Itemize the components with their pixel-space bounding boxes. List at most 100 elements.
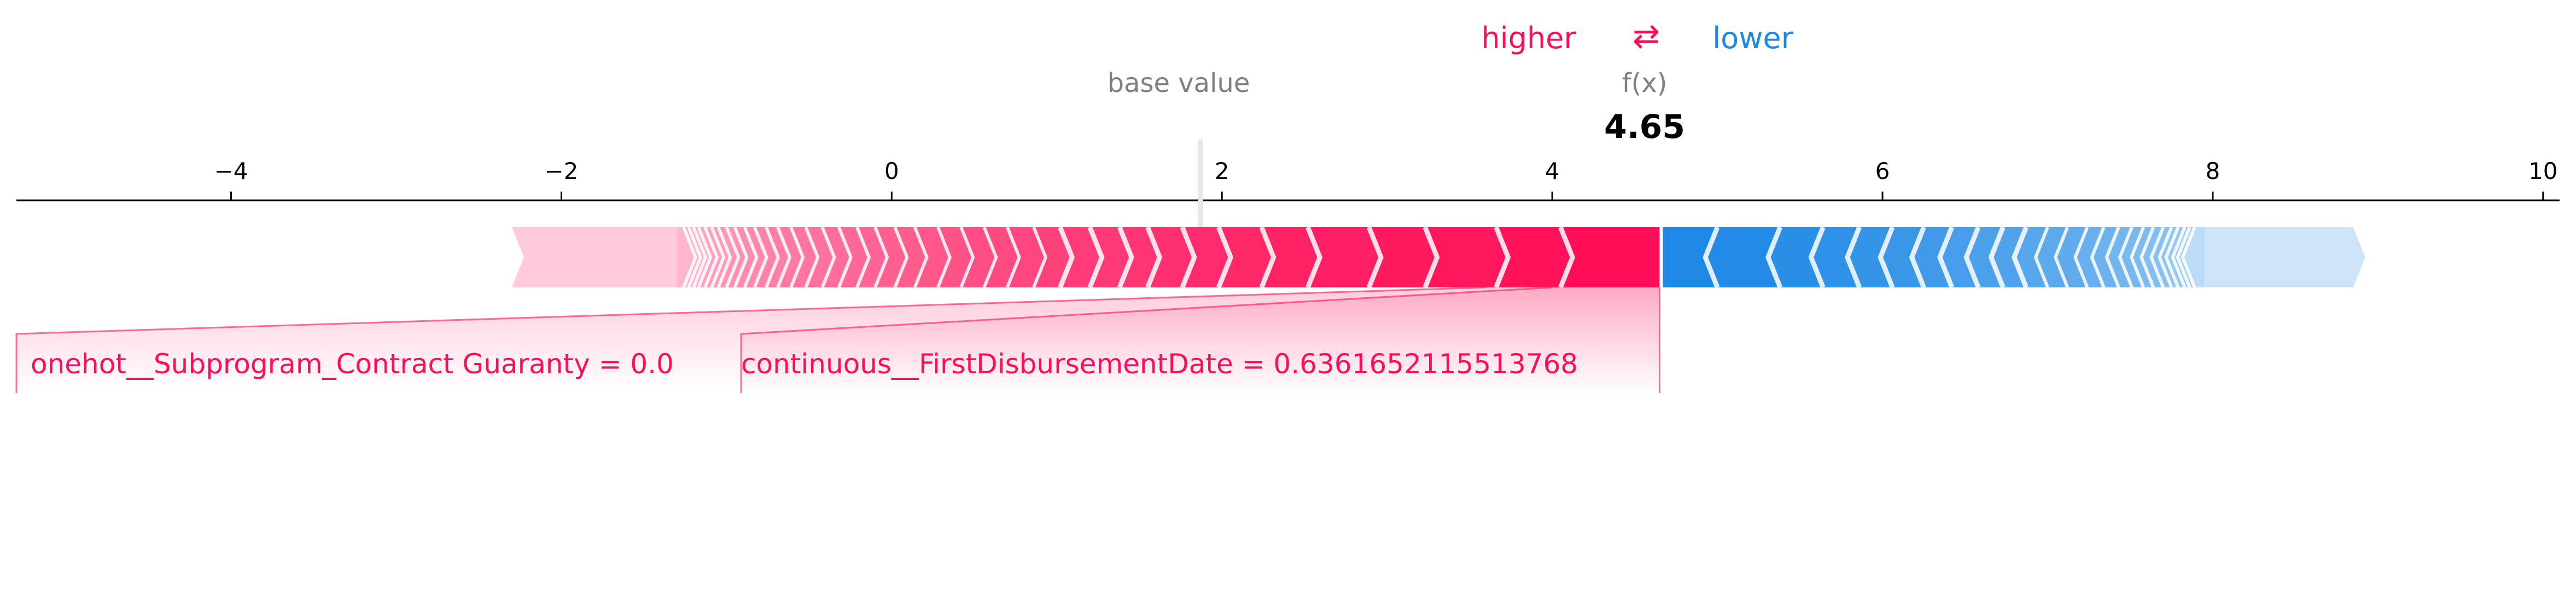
negative-chevron-divider bbox=[2073, 226, 2089, 288]
negative-force-segment bbox=[1705, 227, 1780, 287]
positive-chevron-divider bbox=[725, 226, 741, 288]
positive-bar-fade bbox=[511, 227, 677, 287]
negative-chevron-divider bbox=[1937, 226, 1955, 288]
negative-force-segment bbox=[1880, 227, 1924, 287]
positive-chevron-divider bbox=[716, 226, 732, 288]
negative-chevron-divider bbox=[2139, 226, 2155, 288]
positive-chevron-divider bbox=[820, 226, 836, 288]
positive-chevron-divider bbox=[913, 226, 929, 288]
fx-value: 4.65 bbox=[1604, 108, 1685, 146]
feature-fan-fill bbox=[741, 287, 1660, 393]
negative-chevron-divider bbox=[1988, 226, 2006, 288]
positive-force-segment bbox=[1425, 227, 1508, 287]
positive-chevron-divider bbox=[1032, 226, 1048, 288]
positive-chevron-divider bbox=[959, 226, 975, 288]
positive-chevron-divider bbox=[1087, 226, 1105, 288]
x-tick-label: 4 bbox=[1545, 158, 1560, 184]
positive-chevron-divider bbox=[1366, 226, 1384, 288]
x-tick-label: 8 bbox=[2206, 158, 2221, 184]
positive-chevron-divider bbox=[1058, 226, 1075, 288]
positive-force-segment bbox=[705, 227, 724, 287]
positive-chevron-divider bbox=[765, 226, 780, 288]
positive-force-segment bbox=[961, 227, 996, 287]
negative-chevron-divider bbox=[2053, 226, 2069, 288]
negative-force-segment bbox=[1663, 227, 1718, 287]
positive-force-segment bbox=[1261, 227, 1320, 287]
negative-force-segment bbox=[1847, 227, 1893, 287]
positive-force-segment bbox=[735, 227, 757, 287]
positive-force-segment bbox=[1368, 227, 1437, 287]
positive-chevron-divider bbox=[855, 226, 871, 288]
negative-force-bar bbox=[1663, 226, 2365, 288]
feature-connector-line bbox=[740, 286, 1553, 393]
negative-force-segment bbox=[2166, 227, 2185, 287]
positive-force-segment bbox=[1034, 227, 1073, 287]
feature-label-contract-guaranty: onehot__Subprogram_Contract Guaranty = 0… bbox=[31, 348, 674, 380]
negative-chevron-divider bbox=[2176, 226, 2192, 288]
positive-force-segment bbox=[1560, 227, 1660, 287]
negative-chevron-divider bbox=[2164, 226, 2180, 288]
negative-chevron-divider bbox=[1765, 226, 1782, 288]
positive-chevron-divider bbox=[710, 226, 726, 288]
negative-force-segment bbox=[1966, 227, 2003, 287]
negative-chevron-divider bbox=[2033, 226, 2049, 288]
positive-force-segment bbox=[1120, 227, 1160, 287]
negative-force-segment bbox=[1911, 227, 1952, 287]
positive-chevron-divider bbox=[1423, 226, 1440, 288]
negative-force-segment bbox=[1811, 227, 1860, 287]
legend-arrow-icon: ⇄ bbox=[1633, 17, 1660, 55]
negative-force-segment bbox=[1768, 227, 1823, 287]
positive-chevron-divider bbox=[1494, 226, 1511, 288]
positive-force-segment bbox=[895, 227, 927, 287]
positive-force-segment bbox=[677, 227, 696, 287]
x-tick-label: −4 bbox=[214, 158, 248, 184]
negative-force-segment bbox=[2035, 227, 2068, 287]
positive-chevron-divider bbox=[893, 226, 909, 288]
fx-label: f(x) bbox=[1622, 68, 1668, 99]
positive-force-segment bbox=[698, 227, 718, 287]
negative-chevron-divider bbox=[2090, 226, 2106, 288]
negative-chevron-divider bbox=[1808, 226, 1826, 288]
positive-chevron-divider bbox=[776, 226, 792, 288]
positive-chevron-divider bbox=[1216, 226, 1234, 288]
positive-chevron-divider bbox=[1117, 226, 1134, 288]
positive-chevron-divider bbox=[697, 226, 713, 288]
negative-chevron-divider bbox=[2129, 226, 2145, 288]
feature-label-first-disbursement-date: continuous__FirstDisbursementDate = 0.63… bbox=[741, 348, 1578, 380]
negative-force-segment bbox=[1991, 227, 2026, 287]
positive-chevron-divider bbox=[804, 226, 820, 288]
negative-chevron-divider bbox=[2158, 226, 2173, 288]
positive-chevron-divider bbox=[733, 226, 749, 288]
positive-chevron-divider bbox=[1180, 226, 1197, 288]
positive-chevron-divider bbox=[753, 226, 768, 288]
negative-chevron-divider bbox=[1878, 226, 1895, 288]
x-tick-label: 10 bbox=[2528, 158, 2557, 184]
positive-chevron-divider bbox=[687, 226, 703, 288]
negative-chevron-divider bbox=[2171, 226, 2187, 288]
feature-connector-line bbox=[15, 286, 1487, 393]
legend-higher-label: higher bbox=[1481, 21, 1576, 55]
positive-chevron-divider bbox=[1145, 226, 1163, 288]
x-tick-label: −2 bbox=[544, 158, 578, 184]
x-tick-label: 2 bbox=[1215, 158, 1229, 184]
positive-force-segment bbox=[1007, 227, 1046, 287]
positive-chevron-divider bbox=[982, 226, 998, 288]
negative-chevron-divider bbox=[1703, 226, 1720, 288]
negative-force-segment bbox=[2141, 227, 2164, 287]
positive-force-segment bbox=[875, 227, 907, 287]
base-value-label: base value bbox=[1108, 68, 1250, 99]
positive-chevron-divider bbox=[743, 226, 759, 288]
positive-force-segment bbox=[712, 227, 731, 287]
positive-force-segment bbox=[1308, 227, 1381, 287]
positive-chevron-divider bbox=[703, 226, 719, 288]
negative-force-segment bbox=[2055, 227, 2088, 287]
x-axis: −4 −2 0 2 4 6 8 10 bbox=[16, 158, 2560, 201]
negative-chevron-divider bbox=[1963, 226, 1981, 288]
x-tick-label: 0 bbox=[884, 158, 899, 184]
positive-force-segment bbox=[937, 227, 974, 287]
positive-force-bar bbox=[511, 226, 1660, 288]
positive-force-segment bbox=[1219, 227, 1274, 287]
negative-force-segment bbox=[2159, 227, 2178, 287]
negative-force-segment bbox=[1939, 227, 1979, 287]
